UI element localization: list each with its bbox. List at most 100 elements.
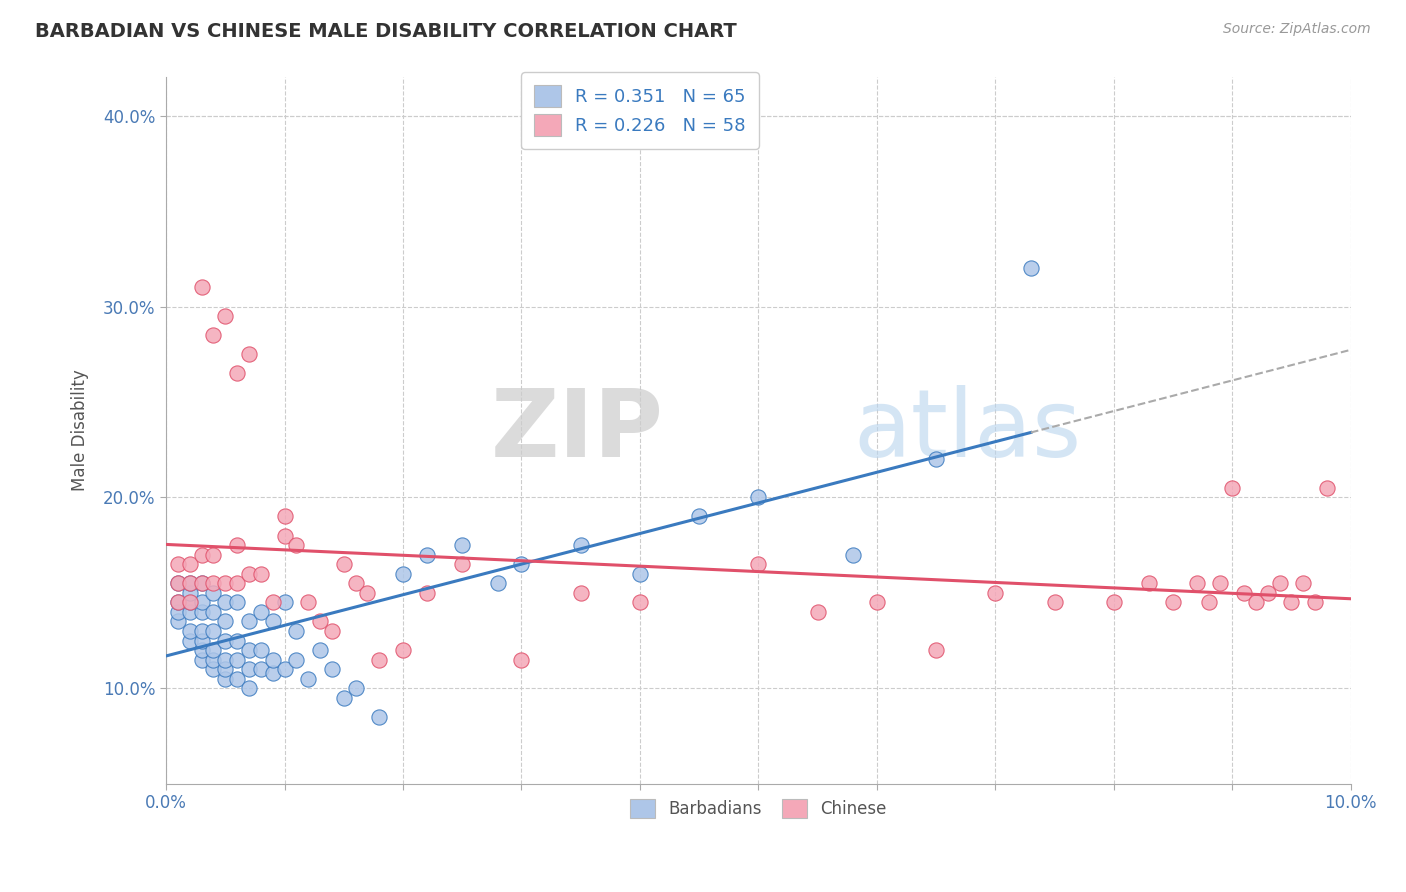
Point [451, 538, 474, 552]
Point [167, 576, 190, 591]
Point [285, 624, 308, 638]
Point [510, 653, 533, 667]
Point [226, 538, 249, 552]
Point [238, 681, 260, 696]
Point [238, 615, 260, 629]
Point [925, 643, 948, 657]
Point [392, 566, 415, 581]
Point [1281, 595, 1303, 609]
Point [1198, 595, 1220, 609]
Point [179, 558, 201, 572]
Point [190, 595, 212, 609]
Point [628, 595, 651, 609]
Point [262, 595, 284, 609]
Point [190, 576, 212, 591]
Point [214, 653, 236, 667]
Point [226, 576, 249, 591]
Point [309, 643, 332, 657]
Point [1292, 576, 1315, 591]
Point [415, 586, 437, 600]
Point [262, 653, 284, 667]
Point [190, 633, 212, 648]
Point [202, 624, 225, 638]
Point [226, 367, 249, 381]
Point [273, 509, 295, 524]
Point [297, 672, 319, 686]
Point [202, 605, 225, 619]
Point [285, 538, 308, 552]
Point [569, 586, 592, 600]
Point [202, 653, 225, 667]
Point [415, 548, 437, 562]
Point [628, 566, 651, 581]
Text: BARBADIAN VS CHINESE MALE DISABILITY CORRELATION CHART: BARBADIAN VS CHINESE MALE DISABILITY COR… [35, 22, 737, 41]
Point [190, 624, 212, 638]
Point [368, 653, 391, 667]
Point [226, 595, 249, 609]
Point [214, 595, 236, 609]
Point [368, 710, 391, 724]
Point [1268, 576, 1291, 591]
Point [392, 643, 415, 657]
Point [167, 558, 190, 572]
Point [344, 576, 367, 591]
Point [486, 576, 509, 591]
Point [202, 586, 225, 600]
Point [451, 558, 474, 572]
Point [202, 643, 225, 657]
Point [1102, 595, 1125, 609]
Point [190, 605, 212, 619]
Point [179, 624, 201, 638]
Point [214, 662, 236, 676]
Point [1019, 261, 1042, 276]
Point [344, 681, 367, 696]
Point [1316, 481, 1339, 495]
Point [273, 595, 295, 609]
Point [238, 662, 260, 676]
Point [214, 309, 236, 323]
Point [1303, 595, 1326, 609]
Point [167, 595, 190, 609]
Point [214, 633, 236, 648]
Point [807, 605, 830, 619]
Point [214, 615, 236, 629]
Point [273, 662, 295, 676]
Point [226, 672, 249, 686]
Point [1137, 576, 1160, 591]
Point [356, 586, 378, 600]
Point [285, 653, 308, 667]
Point [179, 576, 201, 591]
Point [925, 452, 948, 467]
Point [321, 662, 343, 676]
Point [1244, 595, 1267, 609]
Point [842, 548, 865, 562]
Point [202, 662, 225, 676]
Point [190, 548, 212, 562]
Point [250, 662, 273, 676]
Text: ZIP: ZIP [491, 384, 664, 476]
Point [1161, 595, 1184, 609]
Point [179, 605, 201, 619]
Point [1220, 481, 1243, 495]
Legend: Barbadians, Chinese: Barbadians, Chinese [623, 792, 893, 825]
Point [1257, 586, 1279, 600]
Point [262, 666, 284, 681]
Point [202, 328, 225, 343]
Point [238, 643, 260, 657]
Point [202, 576, 225, 591]
Point [569, 538, 592, 552]
Point [179, 595, 201, 609]
Point [1185, 576, 1208, 591]
Point [179, 586, 201, 600]
Point [1209, 576, 1232, 591]
Point [179, 576, 201, 591]
Point [226, 653, 249, 667]
Point [167, 605, 190, 619]
Text: atlas: atlas [853, 384, 1081, 476]
Point [190, 576, 212, 591]
Point [250, 643, 273, 657]
Point [179, 633, 201, 648]
Point [238, 566, 260, 581]
Point [332, 690, 354, 705]
Point [1233, 586, 1256, 600]
